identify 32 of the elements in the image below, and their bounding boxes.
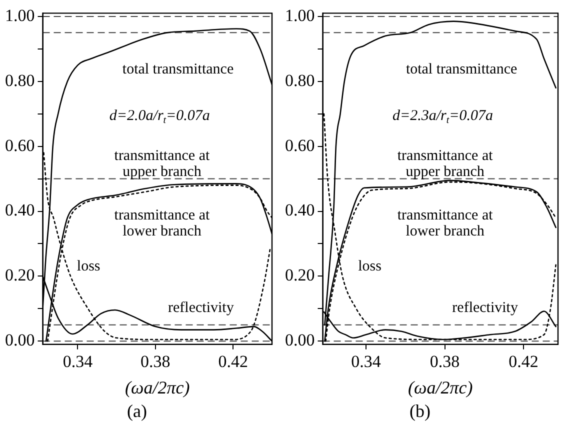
x-tick-label: 0.34 <box>62 352 94 372</box>
y-tick-label: 0.60 <box>5 136 35 155</box>
series-label: total transmittance <box>122 61 234 78</box>
series-label: reflectivity <box>168 300 234 316</box>
x-tick-label: 0.42 <box>508 352 538 372</box>
y-tick-label: 0.40 <box>5 200 35 220</box>
y-tick-label: 0.20 <box>5 266 35 285</box>
x-tick-label: 0.38 <box>430 352 460 372</box>
y-tick-label: 0.20 <box>285 266 315 285</box>
y-tick-label: 0.80 <box>285 70 315 90</box>
x-tick-label: 0.38 <box>140 352 170 372</box>
x-tick-label: 0.42 <box>218 352 248 372</box>
x-axis-title: (ωa/2πc) <box>125 377 190 398</box>
y-tick-label: 1.00 <box>285 6 315 25</box>
text: (b) <box>410 400 430 421</box>
series-label: total transmittance <box>406 61 518 78</box>
series-label: transmittance at lower branch <box>397 207 494 240</box>
series-label: loss <box>358 258 382 275</box>
series-label: transmittance at upper branch <box>114 148 210 180</box>
series-label: reflectivity <box>452 300 518 316</box>
x-tick-label: 0.34 <box>351 352 382 372</box>
series-label: loss <box>76 258 100 275</box>
y-tick-label: 1.00 <box>5 6 35 25</box>
x-axis-title: (ωa/2πc) <box>408 377 473 398</box>
series-label: transmittance at lower branch <box>114 207 210 240</box>
y-tick-label: 0.80 <box>5 70 35 90</box>
y-tick-label: 0.00 <box>5 330 35 350</box>
y-tick-label: 0.40 <box>285 200 315 220</box>
y-tick-label: 0.00 <box>285 330 315 350</box>
series-label: transmittance at upper branch <box>397 148 494 180</box>
y-tick-label: 0.60 <box>285 136 315 155</box>
text: (a) <box>127 400 147 421</box>
